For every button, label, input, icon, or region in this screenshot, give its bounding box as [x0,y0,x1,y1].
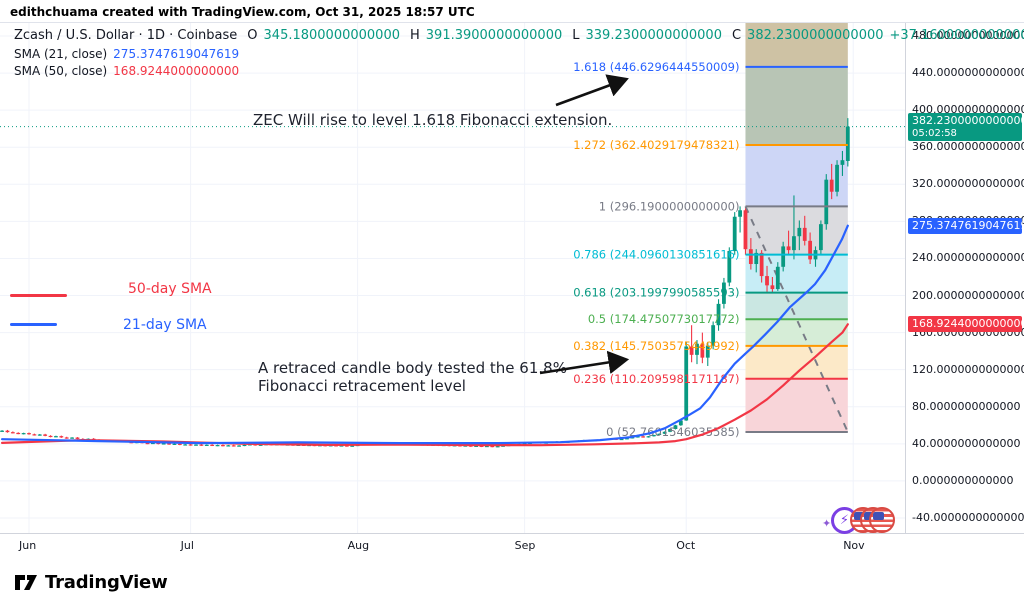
open-label: O [247,28,258,43]
price-axis[interactable]: 480.0000000000000 440.0000000000000 400.00… [905,23,1024,533]
fib-level-label: 0.618 (203.1997990585593) [573,286,739,300]
fib-level-label: 0.5 (174.4750773017772) [588,312,740,326]
high-value: 391.3900000000000 [425,28,563,43]
low-value: 339.2300000000000 [585,28,722,43]
time-axis-label-sep: Sep [514,539,536,552]
price-axis-label: 80.0000000000000 [912,399,1021,413]
high-label: H [410,28,420,43]
time-axis-label-jun: Jun [19,539,37,552]
footer: TradingView [0,556,1024,611]
price-axis-label: 120.0000000000000 [912,362,1024,376]
annotation-retracement: A retraced candle body tested the 61.8% … [258,359,567,395]
price-axis-label: 0.0000000000000 [912,473,1014,487]
sma50-label: SMA (50, close) [14,64,108,78]
fib-level-label: 0.382 (145.7503575449992) [573,339,739,353]
chart-legend: Zcash / U.S. Dollar · 1D · Coinbase O 345… [14,28,1024,81]
us-flag-icon [869,507,895,533]
grid-lines [0,23,905,533]
price-axis-label: 40.0000000000000 [912,436,1021,450]
candlestick-chart-canvas[interactable]: 1.618 (446.6296444550009) 1.272 (362.4029… [0,23,905,533]
price-axis-label: 320.0000000000000 [912,177,1024,191]
fib-level-label: 0.236 (110.2095981171187) [573,372,739,386]
time-axis-label-nov: Nov [843,539,865,552]
symbol-title: Zcash / U.S. Dollar · 1D · Coinbase [14,28,238,43]
time-axis-label-oct: Oct [676,539,696,552]
sma21-key-label: 21-day SMA [123,317,207,333]
annotation-fib-extension: ZEC Will rise to level 1.618 Fibonacci e… [253,111,613,129]
sma21-label: SMA (21, close) [14,47,108,61]
time-axis[interactable]: Jun Jul Aug Sep Oct Nov [0,533,1024,557]
tradingview-logo-text: TradingView [45,571,168,593]
price-axis-label: 480.0000000000000 [912,29,1024,42]
sma21-value: 275.3747619047619 [113,47,240,61]
tradingview-logo-icon [15,575,37,590]
close-value: 382.2300000000000 [747,28,884,43]
time-axis-label-jul: Jul [180,539,194,552]
fib-level-label: 1.272 (362.4029179478321) [573,138,739,152]
sma21-key-swatch [10,323,57,326]
fib-levels: 1.618 (446.6296444550009) 1.272 (362.4029… [573,60,848,439]
sma21-line [1,224,849,445]
sparkle-icon: ✦ [822,517,832,530]
time-axis-label-aug: Aug [347,539,370,552]
sma50-legend-row[interactable]: SMA (50, close) 168.9244000000000 [14,64,1024,78]
sma50-line [1,323,849,447]
chart-widget: Zcash / U.S. Dollar · 1D · Coinbase O 345… [0,22,1024,557]
fib-level-label: 1.618 (446.6296444550009) [573,60,739,74]
last-price-badge: 382.2300000000000 05:02:58 [908,112,1024,141]
price-axis-label: 360.0000000000000 [912,140,1024,154]
low-label: L [572,28,580,43]
open-value: 345.1800000000000 [263,28,400,43]
sma50-key-label: 50-day SMA [128,281,212,297]
sma50-key-swatch [10,294,67,297]
price-axis-label: 240.0000000000000 [912,251,1024,265]
bolt-glyph: ⚡ [839,513,850,528]
sma50-badge: 168.9244000000000 [908,316,1024,333]
sma21-badge: 275.3747619047619 [908,217,1024,234]
attribution-text: edithchuama created with TradingView.com… [10,5,475,19]
close-label: C [731,28,742,43]
price-axis-label: 200.0000000000000 [912,288,1024,302]
fib-level-label: 1 (296.1900000000000) [599,199,740,213]
change-value: +37.1600000000000 (+10.77%) [889,28,1024,43]
symbol-legend-row[interactable]: Zcash / U.S. Dollar · 1D · Coinbase O 345… [14,28,1024,43]
chart-plot-area[interactable]: 1.618 (446.6296444550009) 1.272 (362.4029… [0,23,905,533]
price-axis-label: -40.0000000000000 [912,510,1024,524]
sma21-legend-row[interactable]: SMA (21, close) 275.3747619047619 [14,47,1024,61]
sma50-value: 168.9244000000000 [113,64,240,78]
fib-level-label: 0.786 (244.0960130851616) [573,248,739,262]
chart-stickers: ✦ ⚡ [822,505,912,541]
price-axis-label: 440.0000000000000 [912,66,1024,80]
fib-bands [745,23,848,433]
tradingview-logo[interactable]: TradingView [14,570,168,594]
